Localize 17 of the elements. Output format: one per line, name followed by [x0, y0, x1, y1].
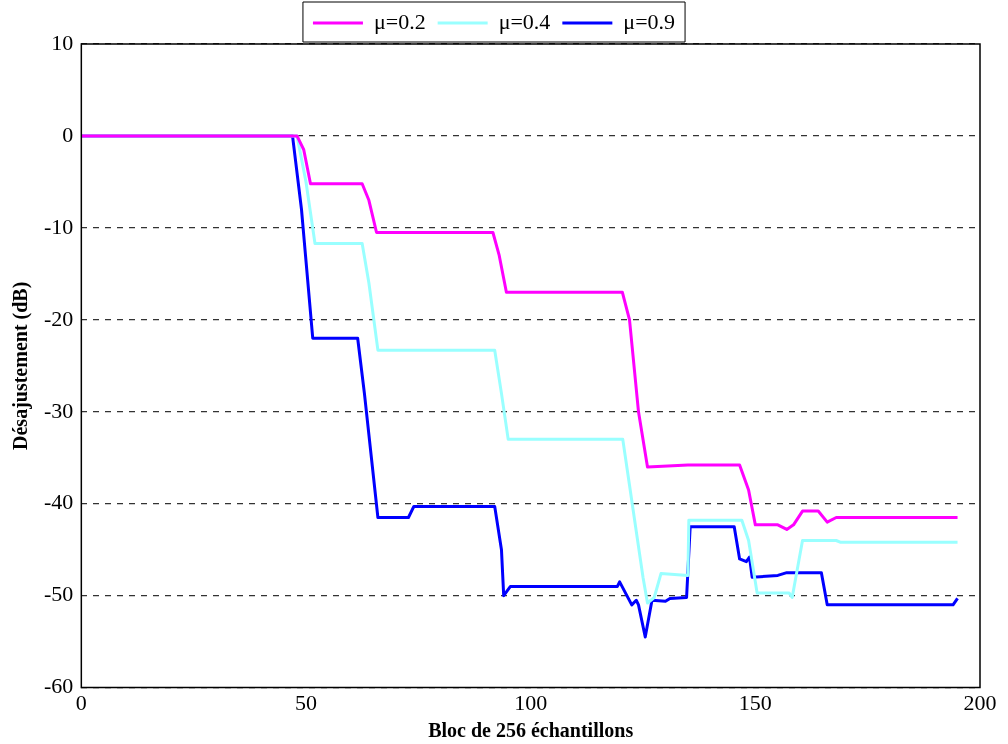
x-tick-label: 100	[514, 689, 548, 715]
x-tick-label: 200	[963, 689, 997, 715]
legend-label: μ=0.9	[623, 8, 676, 34]
y-tick-label: 10	[51, 29, 74, 55]
y-tick-label: -20	[44, 305, 74, 331]
y-tick-label: -30	[44, 397, 74, 423]
y-tick-label: -60	[44, 673, 74, 699]
x-axis-title: Bloc de 256 échantillons	[428, 719, 634, 742]
y-tick-label: 0	[62, 121, 74, 147]
y-tick-label: -40	[44, 489, 74, 515]
y-tick-label: -50	[44, 581, 74, 607]
x-tick-label: 50	[294, 689, 317, 715]
x-tick-label: 150	[738, 689, 772, 715]
legend-label: μ=0.2	[373, 8, 426, 34]
y-axis-title: Désajustement (dB)	[9, 281, 33, 450]
y-tick-label: -10	[44, 213, 74, 239]
legend-label: μ=0.4	[498, 8, 551, 34]
